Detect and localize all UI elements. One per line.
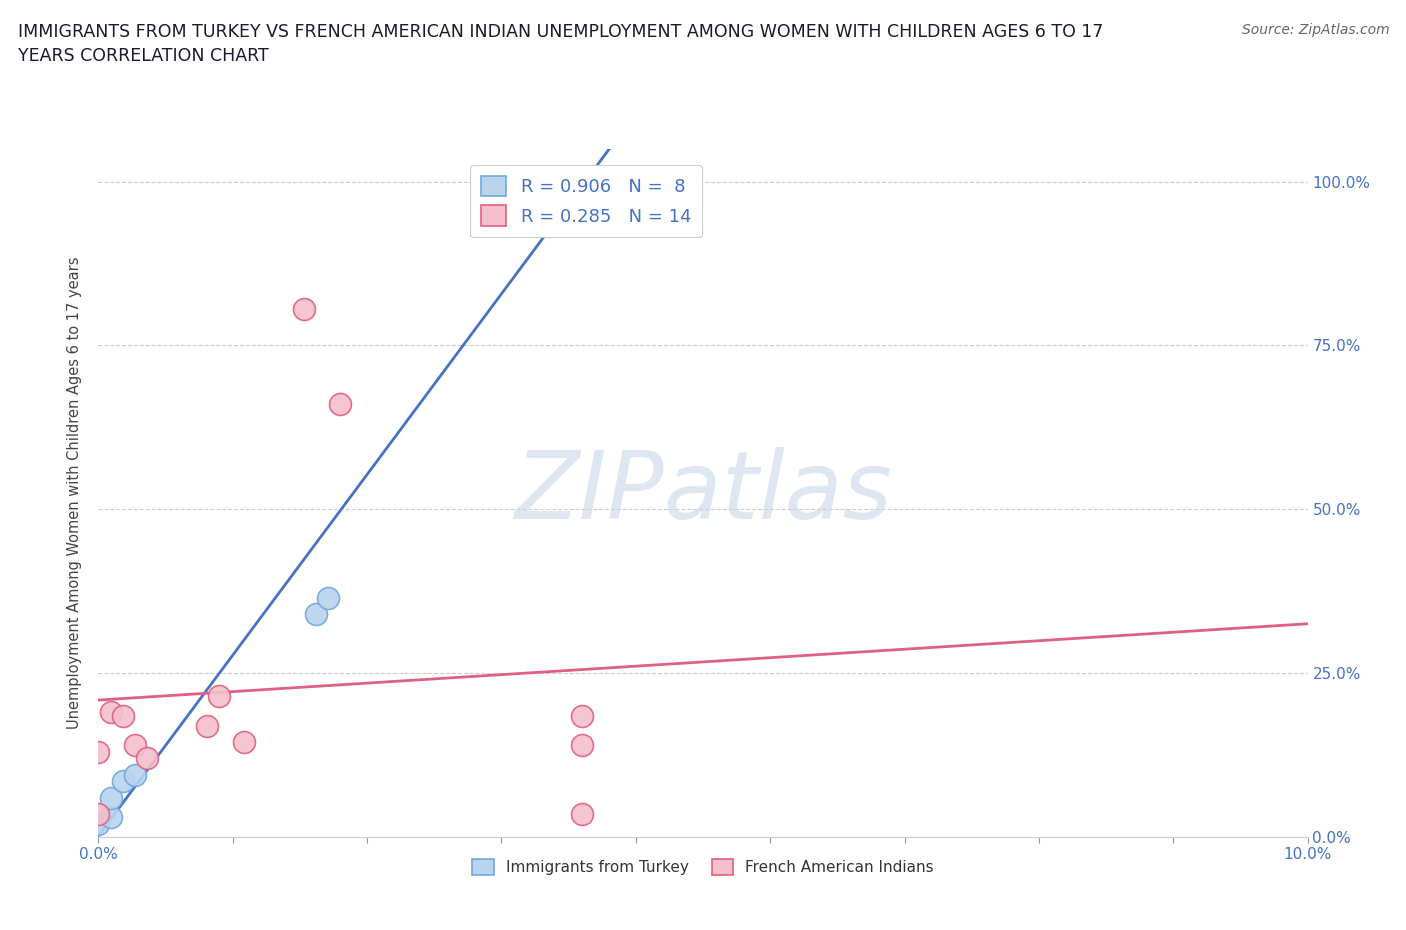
Point [124, 737, 146, 752]
Point [124, 767, 146, 782]
Point [87, 806, 110, 821]
Point [135, 751, 157, 765]
Point [305, 606, 328, 621]
Point [329, 397, 352, 412]
Point [316, 591, 339, 605]
Point [87, 817, 110, 831]
Text: ZIPatlas: ZIPatlas [515, 447, 891, 538]
Point [195, 718, 218, 733]
Point [100, 790, 122, 805]
Point [87, 744, 110, 759]
Point [571, 806, 593, 821]
Point [510, 187, 533, 202]
Legend: Immigrants from Turkey, French American Indians: Immigrants from Turkey, French American … [465, 853, 941, 881]
Point [208, 688, 231, 703]
Point [111, 774, 134, 789]
Point [100, 705, 122, 720]
Text: IMMIGRANTS FROM TURKEY VS FRENCH AMERICAN INDIAN UNEMPLOYMENT AMONG WOMEN WITH C: IMMIGRANTS FROM TURKEY VS FRENCH AMERICA… [18, 23, 1104, 65]
Point [111, 709, 134, 724]
Text: Source: ZipAtlas.com: Source: ZipAtlas.com [1241, 23, 1389, 37]
Point [571, 737, 593, 752]
Y-axis label: Unemployment Among Women with Children Ages 6 to 17 years: Unemployment Among Women with Children A… [67, 257, 83, 729]
Point [571, 709, 593, 724]
Point [232, 735, 254, 750]
Point [100, 810, 122, 825]
Point [292, 302, 315, 317]
